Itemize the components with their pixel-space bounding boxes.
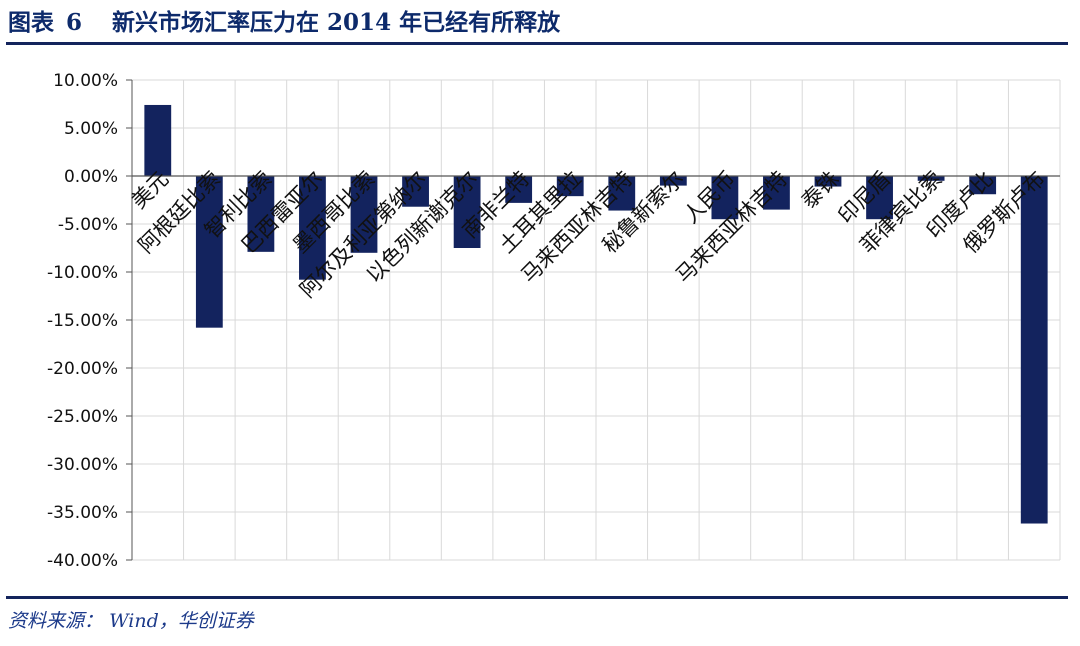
bar-chart: 10.00% 5.00% 0.00% -5.00% -10.00% -15.00% -20.… — [47, 71, 1061, 571]
figure-number: 6 — [66, 9, 83, 36]
bar — [195, 176, 223, 328]
source-divider — [6, 596, 1068, 599]
bar — [866, 176, 893, 220]
y-tick-label: -25.00% — [47, 407, 118, 427]
bar — [917, 176, 945, 181]
bar — [1020, 176, 1048, 524]
bar — [402, 176, 429, 207]
bar — [814, 176, 842, 187]
bar — [505, 176, 533, 203]
y-tick-label: 0.00% — [64, 167, 118, 187]
bar — [299, 176, 326, 280]
bar — [350, 176, 378, 253]
bar — [659, 176, 687, 186]
y-tick-label: -10.00% — [47, 263, 118, 283]
y-tick-label: -35.00% — [47, 503, 118, 523]
figure-label: 图表 — [8, 9, 54, 36]
x-tick-label: 泰铢 — [797, 167, 844, 214]
y-tick-label: -15.00% — [47, 311, 118, 331]
y-tick-label: -30.00% — [47, 455, 118, 475]
y-tick-label: -5.00% — [58, 215, 118, 235]
bar — [453, 176, 481, 248]
y-tick-label: -40.00% — [47, 551, 118, 571]
y-tick-label: 10.00% — [53, 71, 118, 91]
bar — [247, 176, 275, 252]
source-text: Wind，华创证券 — [109, 610, 254, 632]
bar — [556, 176, 584, 197]
bar — [969, 176, 997, 195]
bar — [763, 176, 790, 210]
figure-title-text: 新兴市场汇率压力在 2014 年已经有所释放 — [112, 9, 561, 36]
source-label: 资料来源： — [8, 610, 104, 632]
source-note: 资料来源： Wind，华创证券 — [8, 606, 254, 633]
figure-title: 图表 6 新兴市场汇率压力在 2014 年已经有所释放 — [8, 6, 560, 40]
bar — [711, 176, 739, 220]
y-tick-label: -20.00% — [47, 359, 118, 379]
bar — [608, 176, 636, 211]
title-divider — [6, 42, 1068, 45]
y-tick-label: 5.00% — [64, 119, 118, 139]
bar — [144, 104, 172, 176]
